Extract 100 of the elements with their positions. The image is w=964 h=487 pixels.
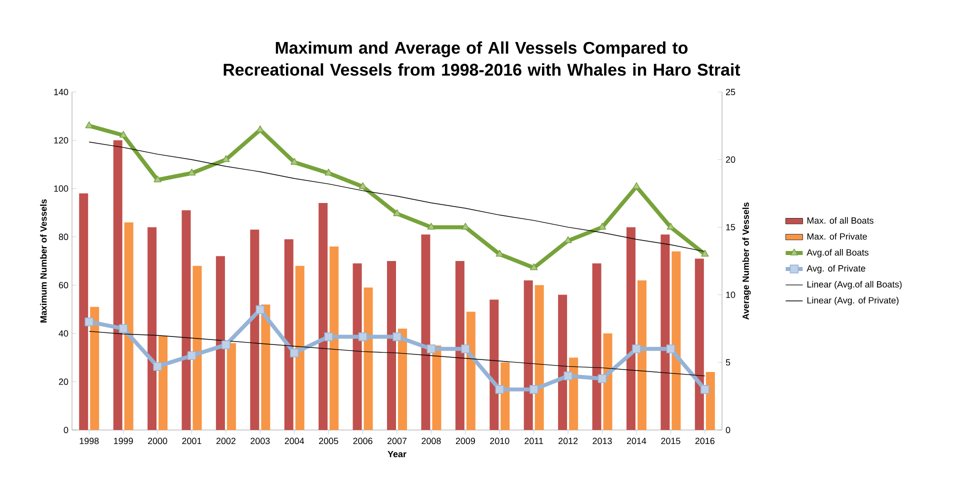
y-tick-label: 120	[54, 137, 68, 144]
point	[222, 340, 230, 350]
point	[222, 155, 230, 162]
x-tick-label: 2007	[387, 438, 407, 444]
bar	[192, 266, 202, 430]
y2-tick-label: 5	[726, 359, 730, 366]
x-tick-label: 2008	[422, 438, 441, 444]
bar	[250, 230, 260, 430]
y-tick-label: 0	[64, 426, 68, 434]
legend-label: Avg.of all Boats	[806, 249, 868, 258]
bar	[672, 251, 681, 430]
y2-tick-label: 10	[726, 292, 736, 298]
x-tick-label: 2015	[661, 438, 680, 444]
x-tick-label: 2012	[558, 438, 578, 444]
point	[426, 344, 436, 354]
point	[461, 344, 470, 354]
legend-label: Max. of Private	[807, 233, 867, 240]
bar	[524, 280, 533, 430]
x-axis-title: Year	[388, 450, 406, 458]
bar	[626, 227, 636, 430]
y-tick-label: 20	[58, 378, 68, 385]
x-tick-label: 2005	[319, 438, 338, 444]
x-tick-label: 2010	[490, 438, 510, 444]
point	[324, 168, 332, 176]
bar	[261, 304, 270, 430]
x-tick-label: 2000	[148, 438, 168, 444]
y2-tick-label: 0	[726, 426, 730, 434]
bar	[182, 210, 191, 430]
y2-axis-title: Average Number of Vessels	[742, 202, 751, 320]
point	[256, 305, 265, 314]
y2-tick-label: 15	[726, 224, 736, 230]
bar	[352, 263, 362, 430]
bar	[318, 203, 328, 430]
point	[290, 348, 299, 358]
point	[154, 175, 162, 182]
point	[85, 121, 93, 128]
point	[118, 324, 128, 333]
bar	[569, 358, 578, 430]
point	[598, 374, 607, 384]
point	[256, 125, 264, 132]
point	[153, 362, 162, 371]
bar	[387, 261, 396, 430]
bar	[558, 294, 568, 430]
point	[187, 351, 196, 360]
x-tick-label: 2014	[626, 438, 646, 444]
x-tick-label: 2009	[456, 438, 475, 444]
bar	[148, 227, 157, 430]
x-tick-label: 2013	[592, 438, 612, 444]
legend-label: Avg. of Private	[806, 264, 866, 274]
bar	[113, 140, 122, 430]
point	[496, 250, 504, 257]
bar	[226, 343, 236, 430]
bar	[706, 372, 715, 430]
legend-label: Linear (Avg. of Private)	[807, 296, 898, 306]
x-tick-label: 2016	[695, 438, 714, 444]
chart-title: Maximum and Average of All Vessels Compared to Recreational Vessels from 1998-2016 with Whales in Haro Strait	[224, 41, 740, 76]
bar	[500, 362, 510, 430]
point	[119, 130, 128, 138]
point	[84, 317, 94, 326]
y-tick-label: 100	[54, 185, 68, 192]
bar	[534, 285, 544, 430]
bar	[694, 258, 704, 430]
point	[701, 250, 709, 257]
x-tick-label: 2001	[182, 438, 202, 444]
bar	[216, 256, 225, 430]
point	[700, 385, 710, 394]
bar	[432, 346, 442, 430]
y-tick-label: 40	[58, 330, 68, 337]
bar	[455, 261, 464, 430]
y-axis-title: Maximum Number of Vessels	[40, 199, 47, 322]
bar	[284, 239, 294, 430]
y-tick-label: 80	[58, 234, 68, 240]
x-tick-label: 1999	[114, 438, 133, 444]
point	[530, 263, 538, 270]
point	[529, 385, 538, 394]
bar	[603, 333, 612, 430]
bar	[90, 306, 100, 430]
bar	[398, 328, 407, 430]
bar	[124, 222, 134, 430]
y2-tick-label: 25	[726, 88, 736, 96]
point	[632, 344, 641, 354]
bar	[330, 246, 339, 430]
point	[632, 182, 640, 190]
point	[564, 236, 572, 244]
legend-label: Linear (Avg.of all Boats)	[807, 280, 902, 290]
bar	[592, 263, 602, 430]
point	[495, 385, 504, 394]
point	[564, 372, 572, 380]
point	[462, 222, 470, 230]
y-tick-label: 60	[58, 282, 68, 288]
bar	[295, 266, 304, 430]
bar	[466, 312, 476, 430]
bar	[660, 234, 670, 430]
point	[324, 332, 333, 342]
point	[393, 209, 401, 216]
point	[358, 332, 368, 342]
legend-label: Max. of all Boats	[807, 217, 874, 224]
bar	[79, 193, 88, 430]
x-tick-label: 2004	[284, 438, 304, 444]
point	[392, 332, 402, 342]
